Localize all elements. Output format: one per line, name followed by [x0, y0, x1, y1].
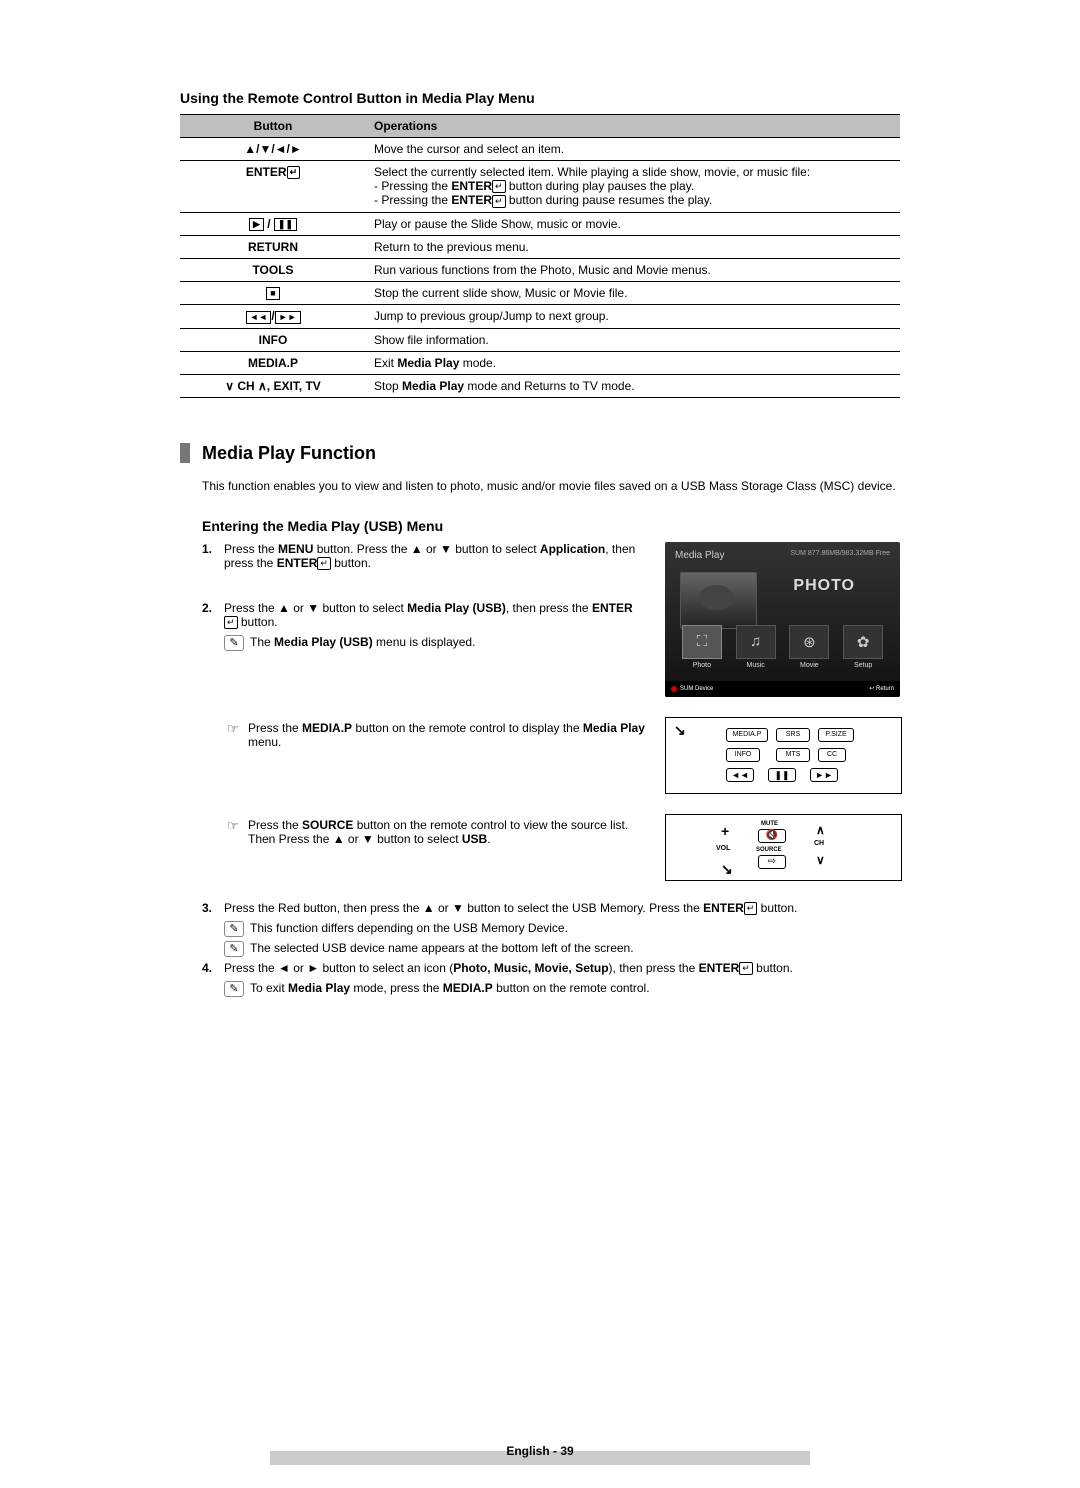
mp-title: Media Play: [675, 550, 724, 561]
table-op-cell: Show file information.: [366, 328, 900, 351]
table-button-cell: ▲/▼/◄/►: [180, 138, 366, 161]
plus-icon: +: [721, 823, 729, 839]
table-row: ▲/▼/◄/► Move the cursor and select an it…: [180, 138, 900, 161]
mp-photo-icon: ⛶Photo: [677, 625, 727, 669]
table-op-cell: Stop the current slide show, Music or Mo…: [366, 281, 900, 304]
arrow-icon: ↘: [674, 722, 686, 739]
table-button-cell: INFO: [180, 328, 366, 351]
table-button-cell: ∨ CH ∧, EXIT, TV: [180, 374, 366, 397]
page-footer: English - 39: [506, 1444, 573, 1458]
remote-btn-srs: SRS: [776, 728, 810, 742]
section-bar-icon: [180, 443, 190, 463]
remote-btn-info: INFO: [726, 748, 760, 762]
table-row: MEDIA.P Exit Media Play mode.: [180, 351, 900, 374]
table-button-cell: ◄◄/►►: [180, 305, 366, 328]
remote-control-table: Button Operations ▲/▼/◄/► Move the curso…: [180, 114, 900, 398]
table-op-cell: Select the currently selected item. Whil…: [366, 161, 900, 213]
ch-down-icon: ∨: [816, 853, 825, 867]
main-section-header: Media Play Function: [180, 443, 900, 464]
table-row: ■ Stop the current slide show, Music or …: [180, 281, 900, 304]
note-icon: ✎: [224, 635, 244, 651]
mp-footer: SUM Device ↩ Return: [665, 681, 900, 697]
step-1: 1. Press the MENU button. Press the ▲ or…: [202, 542, 650, 570]
mp-movie-icon: ⊛Movie: [784, 625, 834, 669]
section1-title: Using the Remote Control Button in Media…: [180, 90, 900, 106]
step-4: 4. Press the ◄ or ► button to select an …: [202, 961, 900, 975]
remote-btn-mediap: MEDIA.P: [726, 728, 768, 742]
table-button-cell: TOOLS: [180, 258, 366, 281]
table-button-cell: MEDIA.P: [180, 351, 366, 374]
note-icon: ✎: [224, 941, 244, 957]
note-2a: ✎ The Media Play (USB) menu is displayed…: [224, 635, 650, 651]
table-row: TOOLS Run various functions from the Pho…: [180, 258, 900, 281]
mp-selected-label: PHOTO: [793, 577, 855, 595]
note-3b: ✎ The selected USB device name appears a…: [224, 941, 900, 957]
remote-btn-pause: ❚❚: [768, 768, 796, 782]
source-label: SOURCE: [756, 847, 782, 853]
remote-btn-ff: ►►: [810, 768, 838, 782]
table-row: ∨ CH ∧, EXIT, TV Stop Media Play mode an…: [180, 374, 900, 397]
mp-sum: SUM 877.86MB/983.32MB Free: [790, 550, 890, 557]
remote-btn-psize: P.SIZE: [818, 728, 854, 742]
table-row: ◄◄/►► Jump to previous group/Jump to nex…: [180, 305, 900, 328]
hand-icon: ☞: [224, 721, 242, 737]
table-row: ▶ / ❚❚ Play or pause the Slide Show, mus…: [180, 212, 900, 235]
table-button-cell: ENTER↵: [180, 161, 366, 213]
table-op-cell: Play or pause the Slide Show, music or m…: [366, 212, 900, 235]
ch-up-icon: ∧: [816, 823, 825, 837]
ch-label: CH: [814, 840, 824, 847]
note-3a: ✎ This function differs depending on the…: [224, 921, 900, 937]
table-button-cell: ▶ / ❚❚: [180, 212, 366, 235]
arrow-icon: ↘: [721, 861, 733, 878]
mp-thumbnail: [680, 572, 757, 629]
table-button-cell: ■: [180, 281, 366, 304]
source-icon: ⇨: [758, 855, 786, 869]
remote-btn-rew: ◄◄: [726, 768, 754, 782]
table-op-cell: Jump to previous group/Jump to next grou…: [366, 305, 900, 328]
remote-btn-mts: MTS: [776, 748, 810, 762]
table-op-cell: Exit Media Play mode.: [366, 351, 900, 374]
table-op-cell: Return to the previous menu.: [366, 235, 900, 258]
note-2c: ☞ Press the SOURCE button on the remote …: [224, 818, 650, 846]
table-op-cell: Move the cursor and select an item.: [366, 138, 900, 161]
table-header-operations: Operations: [366, 115, 900, 138]
remote-illustration-1: ↘ MEDIA.P SRS P.SIZE INFO MTS CC ◄◄ ❚❚ ►…: [665, 717, 902, 794]
table-button-cell: RETURN: [180, 235, 366, 258]
table-header-button: Button: [180, 115, 366, 138]
vol-label: VOL: [716, 845, 730, 852]
remote-btn-cc: CC: [818, 748, 846, 762]
mediaplay-preview: Media Play SUM 877.86MB/983.32MB Free PH…: [665, 542, 900, 697]
table-row: RETURN Return to the previous menu.: [180, 235, 900, 258]
step-3: 3. Press the Red button, then press the …: [202, 901, 900, 915]
table-op-cell: Run various functions from the Photo, Mu…: [366, 258, 900, 281]
note-icon: ✎: [224, 921, 244, 937]
remote-illustration-2: + VOL MUTE 🔇 SOURCE ⇨ ∧ CH ∨ ↘: [665, 814, 902, 881]
main-title: Media Play Function: [202, 443, 376, 464]
mp-music-icon: ♫Music: [731, 625, 781, 669]
mute-icon: 🔇: [758, 829, 786, 843]
note-icon: ✎: [224, 981, 244, 997]
mute-label: MUTE: [761, 821, 778, 827]
mp-setup-icon: ✿Setup: [838, 625, 888, 669]
table-row: ENTER↵ Select the currently selected ite…: [180, 161, 900, 213]
section2-title: Entering the Media Play (USB) Menu: [202, 518, 900, 534]
step-2: 2. Press the ▲ or ▼ button to select Med…: [202, 601, 650, 629]
table-op-cell: Stop Media Play mode and Returns to TV m…: [366, 374, 900, 397]
hand-icon: ☞: [224, 818, 242, 834]
note-2b: ☞ Press the MEDIA.P button on the remote…: [224, 721, 650, 749]
table-row: INFO Show file information.: [180, 328, 900, 351]
intro-text: This function enables you to view and li…: [202, 479, 900, 493]
note-4a: ✎ To exit Media Play mode, press the MED…: [224, 981, 900, 997]
